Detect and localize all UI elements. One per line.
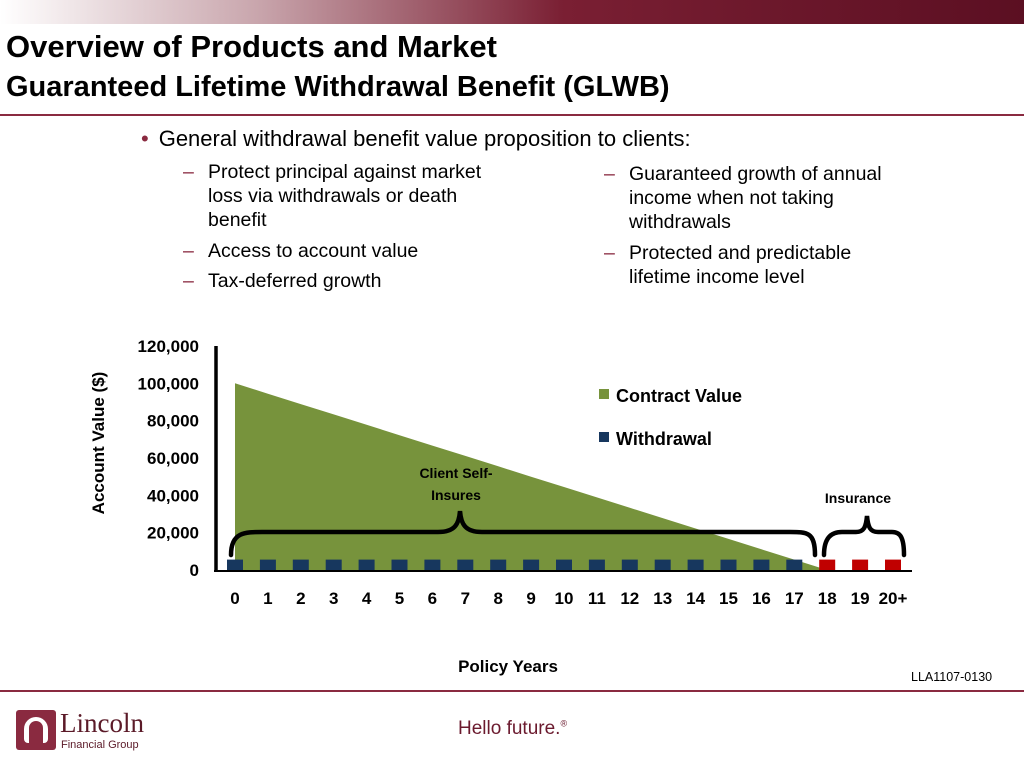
sub-bullet-text: Tax-deferred growth — [208, 270, 382, 292]
account-value-chart: 120,000 100,000 80,000 60,000 40,000 20,000 0 0… — [89, 337, 912, 676]
contract-value-area — [235, 383, 828, 570]
x-tick-label: 1 — [263, 589, 272, 608]
x-tick-label: 7 — [461, 589, 470, 608]
x-tick-label: 20+ — [879, 589, 908, 608]
self-insure-label-line1: Client Self- — [419, 465, 492, 481]
y-tick-label: 120,000 — [138, 337, 199, 356]
withdrawal-mark — [753, 559, 770, 570]
x-tick-label: 12 — [620, 589, 639, 608]
y-tick-label: 100,000 — [138, 374, 199, 393]
x-tick-label: 16 — [752, 589, 771, 608]
document-code: LLA1107-0130 — [911, 670, 993, 684]
y-tick-label: 60,000 — [147, 449, 199, 468]
insurance-brace — [821, 515, 907, 558]
footer-divider — [0, 690, 1024, 692]
withdrawal-mark — [292, 559, 309, 570]
insurance-withdrawal-mark — [852, 559, 869, 570]
legend-label-withdrawal: Withdrawal — [616, 429, 712, 449]
insurance-withdrawal-mark — [819, 559, 836, 570]
legend-label-contract-value: Contract Value — [616, 386, 742, 406]
sub-bullet-text: Protect principal against market loss vi… — [208, 161, 482, 231]
withdrawal-mark — [259, 559, 276, 570]
insurance-withdrawal-mark — [885, 559, 901, 570]
main-bullet-text: General withdrawal benefit value proposi… — [158, 126, 691, 151]
logo-name: Lincoln — [60, 708, 144, 738]
x-tick-label: 6 — [428, 589, 437, 608]
bullet-dot-icon: • — [141, 126, 149, 151]
withdrawal-mark — [490, 559, 507, 570]
x-tick-label: 0 — [230, 589, 239, 608]
header-divider — [0, 114, 1024, 116]
withdrawal-mark — [358, 559, 375, 570]
withdrawal-mark — [457, 559, 474, 570]
lincoln-logo: Lincoln Financial Group — [16, 707, 156, 755]
sub-bullet: – Protect principal against market loss … — [183, 160, 493, 232]
self-insure-label-line2: Insures — [431, 487, 481, 503]
y-tick-label: 40,000 — [147, 486, 199, 505]
x-tick-label: 5 — [395, 589, 404, 608]
x-tick-label: 14 — [686, 589, 705, 608]
main-bullet: • General withdrawal benefit value propos… — [141, 126, 691, 152]
sub-bullet: – Protected and predictable lifetime inc… — [604, 241, 894, 289]
sub-bullet: – Access to account value — [183, 239, 493, 263]
y-axis-title: Account Value ($) — [89, 372, 108, 515]
withdrawal-mark — [523, 559, 540, 570]
withdrawal-mark — [424, 559, 441, 570]
y-tick-label: 80,000 — [147, 412, 199, 431]
x-tick-label: 13 — [653, 589, 672, 608]
sub-bullet-text: Protected and predictable lifetime incom… — [629, 242, 852, 288]
logo-subtitle: Financial Group — [61, 739, 139, 751]
withdrawal-mark — [687, 559, 704, 570]
x-axis-title: Policy Years — [458, 657, 558, 676]
insurance-label: Insurance — [825, 490, 891, 506]
withdrawal-mark — [621, 559, 638, 570]
x-tick-label: 8 — [493, 589, 502, 608]
legend-swatch-contract-value — [599, 389, 609, 399]
sub-bullet-text: Access to account value — [208, 240, 419, 262]
x-tick-label: 10 — [555, 589, 574, 608]
x-tick-label: 11 — [588, 589, 606, 608]
withdrawal-mark — [588, 559, 605, 570]
lincoln-profile-icon — [16, 710, 56, 750]
x-tick-label: 15 — [719, 589, 738, 608]
withdrawal-mark — [786, 559, 803, 570]
x-tick-label: 9 — [526, 589, 535, 608]
page-subtitle: Guaranteed Lifetime Withdrawal Benefit (… — [6, 71, 670, 103]
sub-bullet: – Tax-deferred growth — [183, 269, 493, 293]
y-tick-label: 20,000 — [147, 524, 199, 543]
tagline: Hello future.® — [458, 718, 568, 739]
withdrawal-mark — [391, 559, 408, 570]
withdrawal-mark — [325, 559, 342, 570]
withdrawal-mark — [654, 559, 671, 570]
top-accent-bar — [0, 0, 1024, 24]
legend-swatch-withdrawal — [599, 432, 609, 442]
y-tick-label: 0 — [190, 561, 199, 580]
x-tick-label: 2 — [296, 589, 305, 608]
x-tick-label: 17 — [785, 589, 804, 608]
x-tick-label: 19 — [851, 589, 870, 608]
x-tick-label: 3 — [329, 589, 338, 608]
withdrawal-mark — [227, 559, 243, 570]
sub-bullet: – Guaranteed growth of annual income whe… — [604, 162, 894, 234]
x-tick-label: 4 — [362, 589, 372, 608]
sub-bullet-text: Guaranteed growth of annual income when … — [629, 163, 882, 233]
x-tick-label: 18 — [818, 589, 837, 608]
withdrawal-mark — [720, 559, 737, 570]
withdrawal-mark — [556, 559, 572, 570]
page-title: Overview of Products and Market — [6, 29, 497, 64]
self-insure-brace — [228, 510, 818, 558]
